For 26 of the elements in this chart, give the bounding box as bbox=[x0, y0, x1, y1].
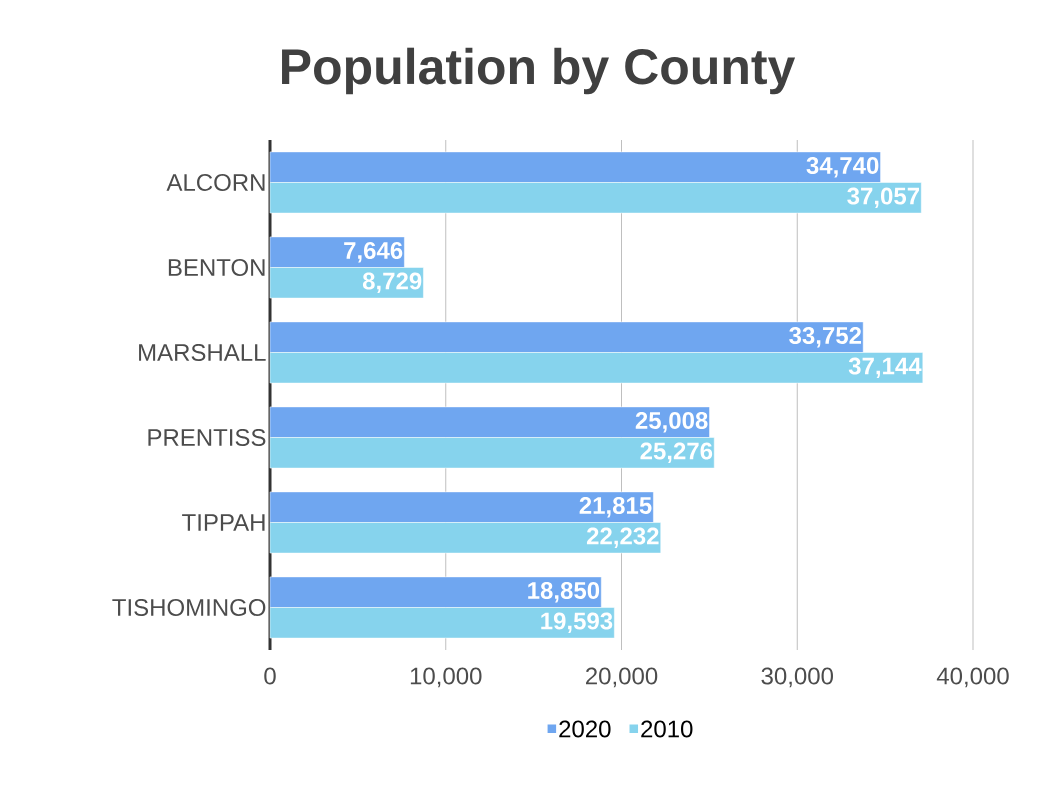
legend-label: 2010 bbox=[641, 720, 693, 738]
data-label: 22,232 bbox=[586, 527, 659, 549]
data-label: 33,752 bbox=[789, 326, 862, 348]
chart-title: Population by County bbox=[282, 47, 796, 95]
data-label: 25,276 bbox=[640, 442, 713, 464]
x-tick-label: 10,000 bbox=[410, 667, 482, 688]
y-tick-label: TISHOMINGO bbox=[112, 599, 266, 616]
y-tick-label: MARSHALL bbox=[139, 344, 266, 361]
x-tick-label: 30,000 bbox=[761, 667, 833, 688]
y-tick-label: BENTON bbox=[168, 259, 265, 276]
data-label: 7,646 bbox=[344, 241, 403, 263]
x-tick-label: 0 bbox=[264, 667, 276, 685]
data-label: 37,057 bbox=[847, 187, 920, 209]
data-label: 19,593 bbox=[541, 612, 613, 634]
data-label: 18,850 bbox=[528, 581, 600, 603]
data-label: 37,144 bbox=[848, 357, 922, 379]
data-label: 25,008 bbox=[635, 411, 708, 433]
data-label: 8,729 bbox=[362, 272, 422, 294]
data-label: 34,740 bbox=[806, 156, 879, 178]
legend-label: 2020 bbox=[559, 720, 611, 738]
y-tick-label: ALCORN bbox=[166, 174, 265, 191]
y-tick-label: TIPPAH bbox=[182, 514, 265, 531]
data-label: 21,815 bbox=[579, 496, 652, 518]
y-tick-label: PRENTISS bbox=[148, 429, 266, 446]
x-tick-label: 20,000 bbox=[586, 667, 658, 688]
x-tick-label: 40,000 bbox=[936, 667, 1009, 688]
